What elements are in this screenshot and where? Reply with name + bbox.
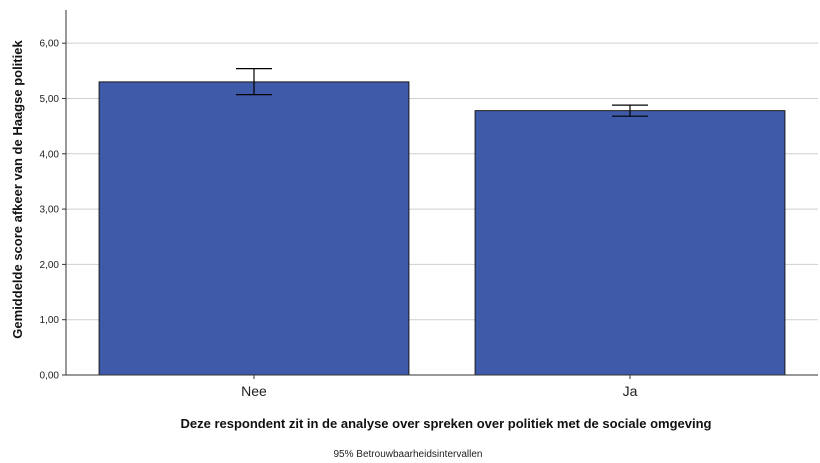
y-tick-label: 6,00 [40, 39, 60, 50]
x-axis-title: Deze respondent zit in de analyse over s… [180, 416, 711, 431]
y-tick-label: 5,00 [40, 94, 60, 105]
bars [98, 81, 786, 376]
error-bar-nee [236, 68, 272, 96]
axes [65, 10, 818, 376]
bar-nee [98, 81, 410, 376]
x-category-label: Ja [623, 383, 638, 399]
y-tick-label: 3,00 [40, 205, 60, 216]
y-tick-label: 4,00 [40, 149, 60, 160]
y-tick-label: 2,00 [40, 260, 60, 271]
y-tick-label: 0,00 [40, 371, 60, 382]
y-axis-ticks: 0,00 1,00 2,00 3,00 4,00 5,00 6,00 [40, 39, 66, 382]
x-axis-categories: Nee Ja [241, 375, 638, 399]
error-bar-ja [612, 104, 648, 117]
x-category-label: Nee [241, 383, 267, 399]
error-bars [236, 68, 648, 117]
y-axis-title: Gemiddelde score afkeer van de Haagse po… [10, 40, 25, 339]
bar-ja [474, 110, 786, 376]
confidence-interval-note: 95% Betrouwbaarheidsintervallen [334, 449, 483, 460]
y-tick-label: 1,00 [40, 315, 60, 326]
